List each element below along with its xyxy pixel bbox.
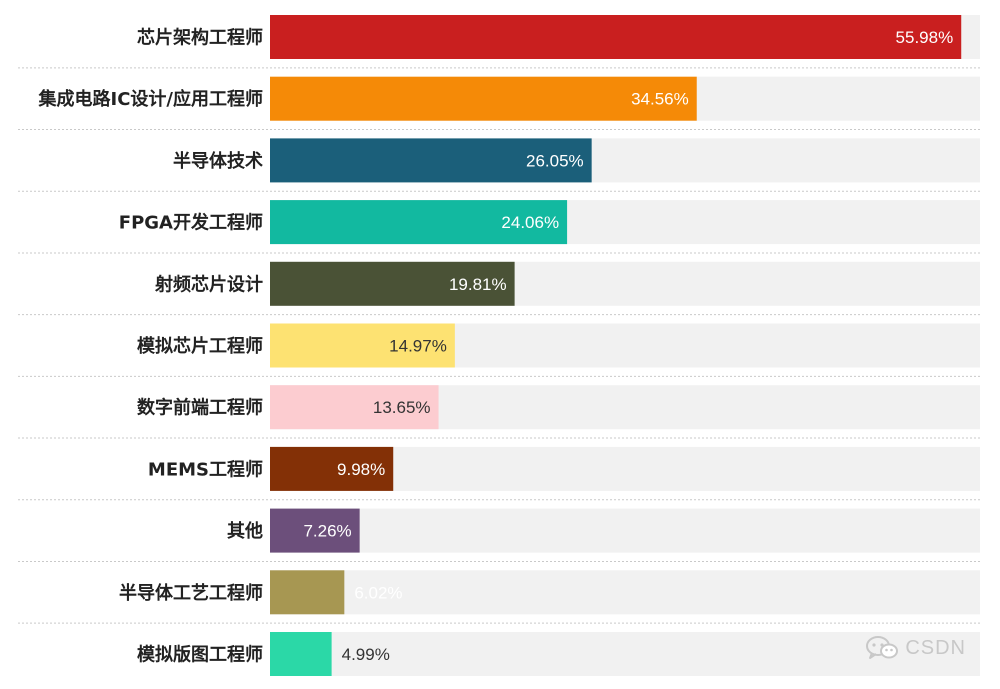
category-label: 芯片架构工程师 — [137, 27, 263, 49]
value-label: 55.98% — [896, 28, 954, 47]
bar — [270, 385, 439, 430]
bar-row: 芯片架构工程师 55.98% — [137, 15, 980, 59]
wechat-icon — [866, 636, 899, 659]
bar-row: 射频芯片设计 19.81% — [18, 252, 980, 306]
value-label: 6.02% — [354, 583, 402, 602]
bar — [270, 323, 455, 368]
category-label: MEMS工程师 — [148, 458, 263, 480]
category-label: 模拟芯片工程师 — [137, 335, 263, 357]
category-label: FPGA开发工程师 — [119, 212, 263, 234]
bar-row: 数字前端工程师 13.65% — [18, 375, 980, 430]
value-label: 7.26% — [303, 522, 351, 541]
bar — [270, 570, 345, 615]
bar-row: 模拟芯片工程师 14.97% — [18, 314, 980, 368]
bar-row: 模拟版图工程师 4.99% — [18, 622, 980, 676]
value-label: 4.99% — [342, 645, 390, 664]
category-label: 半导体技术 — [173, 150, 263, 172]
category-label: 集成电路IC设计/应用工程师 — [38, 88, 263, 110]
bar — [270, 632, 332, 676]
bar — [270, 446, 394, 491]
watermark-text: CSDN — [905, 636, 966, 659]
category-label: 半导体工艺工程师 — [119, 582, 263, 604]
bar — [270, 508, 360, 553]
value-label: 9.98% — [337, 460, 385, 479]
bar — [270, 200, 568, 245]
bar-row: 半导体工艺工程师 6.02% — [18, 560, 980, 615]
value-label: 24.06% — [501, 213, 559, 232]
bar — [270, 76, 697, 121]
bar-track — [270, 508, 980, 553]
bar — [270, 261, 515, 306]
category-label: 其他 — [227, 520, 263, 542]
bar — [270, 138, 592, 183]
category-label: 射频芯片设计 — [154, 273, 263, 295]
bar-row: 集成电路IC设计/应用工程师 34.56% — [18, 67, 980, 121]
watermark: CSDN — [865, 635, 966, 661]
category-label: 数字前端工程师 — [137, 397, 263, 419]
value-label: 13.65% — [373, 398, 431, 417]
bar-track — [270, 570, 980, 615]
bar-track — [270, 632, 980, 676]
bar — [270, 15, 962, 59]
value-label: 26.05% — [526, 151, 584, 170]
bar-row: 其他 7.26% — [18, 499, 980, 553]
bar-row: MEMS工程师 9.98% — [18, 437, 980, 491]
bar-row: 半导体技术 26.05% — [18, 129, 980, 183]
value-label: 19.81% — [449, 275, 507, 294]
value-label: 14.97% — [389, 337, 447, 356]
value-label: 34.56% — [631, 90, 689, 109]
bar-row: FPGA开发工程师 24.06% — [18, 190, 980, 245]
category-label: 模拟版图工程师 — [137, 644, 263, 666]
